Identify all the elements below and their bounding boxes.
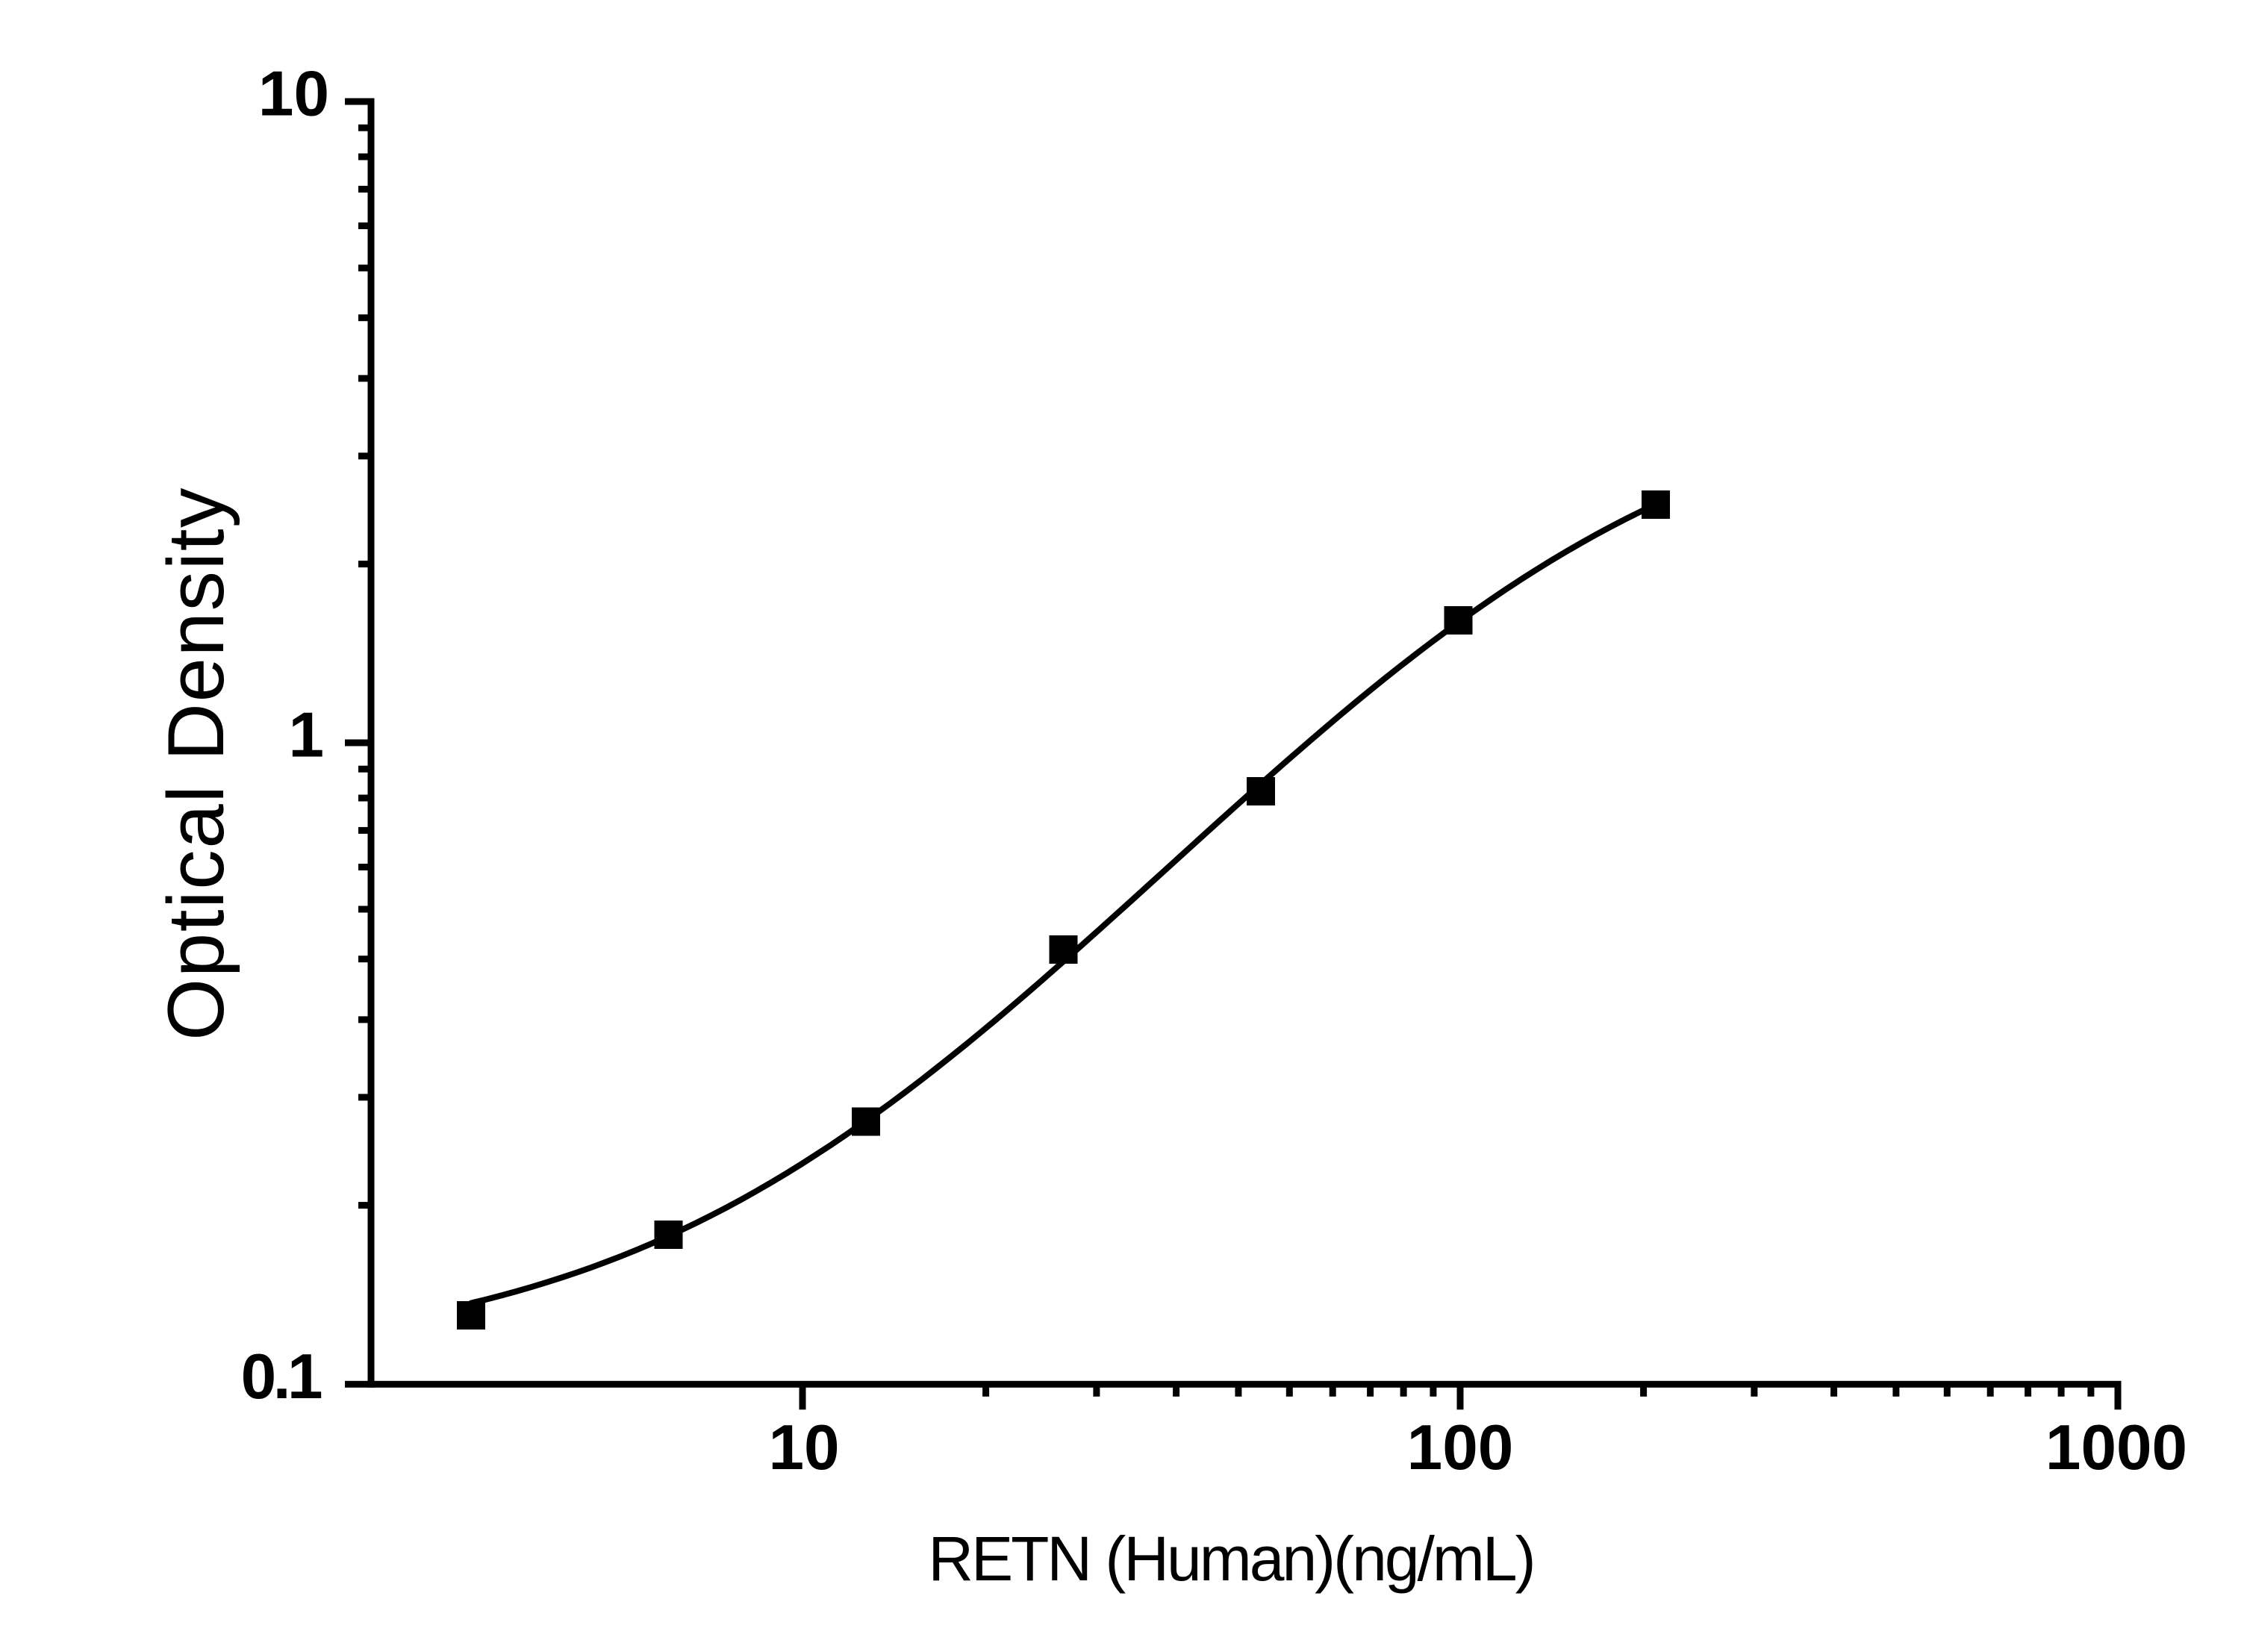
svg-text:100: 100 <box>1407 1412 1514 1483</box>
svg-text:RETN (Human)(ng/mL): RETN (Human)(ng/mL) <box>928 1524 1533 1594</box>
svg-text:10: 10 <box>258 59 329 130</box>
svg-text:1: 1 <box>288 700 324 771</box>
svg-text:0.1: 0.1 <box>241 1341 322 1412</box>
svg-text:1000: 1000 <box>2045 1412 2187 1483</box>
svg-text:10: 10 <box>768 1412 839 1483</box>
svg-text:Optical Density: Optical Density <box>151 487 240 1041</box>
